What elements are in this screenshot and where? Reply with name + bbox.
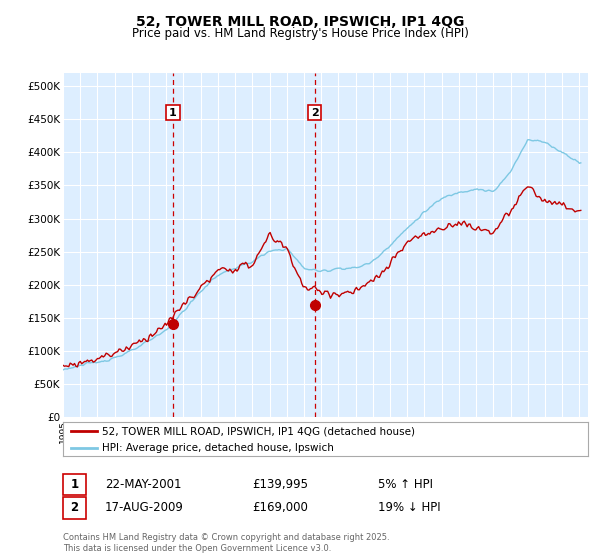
Text: 52, TOWER MILL ROAD, IPSWICH, IP1 4QG: 52, TOWER MILL ROAD, IPSWICH, IP1 4QG xyxy=(136,15,464,29)
Text: 19% ↓ HPI: 19% ↓ HPI xyxy=(378,501,440,515)
Text: HPI: Average price, detached house, Ipswich: HPI: Average price, detached house, Ipsw… xyxy=(103,443,334,452)
Text: 22-MAY-2001: 22-MAY-2001 xyxy=(105,478,182,491)
Text: 1: 1 xyxy=(169,108,177,118)
Text: 2: 2 xyxy=(70,501,79,515)
Text: 2: 2 xyxy=(311,108,319,118)
Text: £139,995: £139,995 xyxy=(252,478,308,491)
Text: £169,000: £169,000 xyxy=(252,501,308,515)
Text: 1: 1 xyxy=(70,478,79,491)
Text: 5% ↑ HPI: 5% ↑ HPI xyxy=(378,478,433,491)
Text: 17-AUG-2009: 17-AUG-2009 xyxy=(105,501,184,515)
Text: 52, TOWER MILL ROAD, IPSWICH, IP1 4QG (detached house): 52, TOWER MILL ROAD, IPSWICH, IP1 4QG (d… xyxy=(103,426,415,436)
Text: Price paid vs. HM Land Registry's House Price Index (HPI): Price paid vs. HM Land Registry's House … xyxy=(131,27,469,40)
Text: Contains HM Land Registry data © Crown copyright and database right 2025.
This d: Contains HM Land Registry data © Crown c… xyxy=(63,534,389,553)
